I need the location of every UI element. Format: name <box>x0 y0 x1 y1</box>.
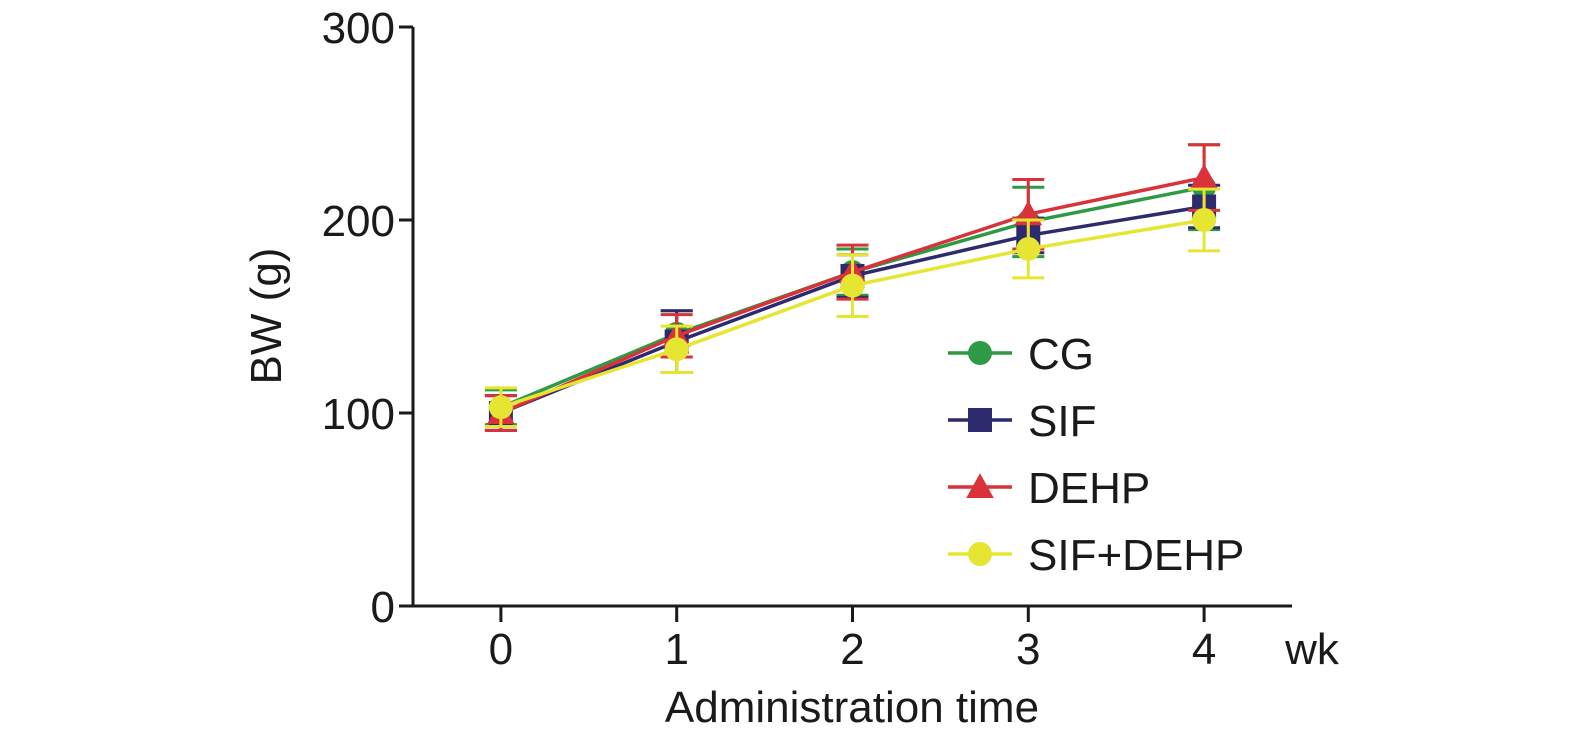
data-point <box>664 337 689 362</box>
data-point <box>488 395 513 420</box>
legend-label: CG <box>1028 330 1094 379</box>
data-point <box>1016 236 1041 261</box>
legend-marker <box>968 408 992 432</box>
x-ticks: 0 1 2 3 4 <box>489 606 1216 674</box>
legend-marker <box>966 473 994 499</box>
legend-item: SIF+DEHP <box>948 531 1244 580</box>
data-point <box>840 273 865 298</box>
x-unit-label: wk <box>1284 625 1340 674</box>
series-layer <box>484 143 1221 432</box>
data-point <box>1190 163 1218 189</box>
x-axis-title: Administration time <box>665 683 1039 732</box>
y-tick-label: 100 <box>322 390 395 439</box>
legend-label: SIF <box>1028 397 1096 446</box>
x-tick-label: 1 <box>664 625 688 674</box>
legend-label: SIF+DEHP <box>1028 531 1244 580</box>
legend-marker <box>968 341 992 365</box>
y-tick-label: 200 <box>322 197 395 246</box>
y-tick-label: 300 <box>322 4 395 53</box>
data-point <box>1192 208 1217 232</box>
legend-item: CG <box>948 330 1094 379</box>
series-sif-dehp <box>484 187 1221 429</box>
legend-item: DEHP <box>948 464 1150 513</box>
x-tick-label: 2 <box>840 625 864 674</box>
y-ticks: 0 100 200 300 <box>322 4 413 632</box>
x-tick-label: 4 <box>1192 625 1216 674</box>
legend-item: SIF <box>948 397 1096 446</box>
legend: CG SIF DEHP SIF+DEHP <box>948 330 1244 580</box>
legend-marker <box>968 542 992 566</box>
x-tick-label: 3 <box>1016 625 1040 674</box>
y-tick-label: 0 <box>371 583 395 632</box>
legend-label: DEHP <box>1028 464 1150 513</box>
y-axis-title: BW (g) <box>242 248 291 385</box>
x-tick-label: 0 <box>489 625 513 674</box>
